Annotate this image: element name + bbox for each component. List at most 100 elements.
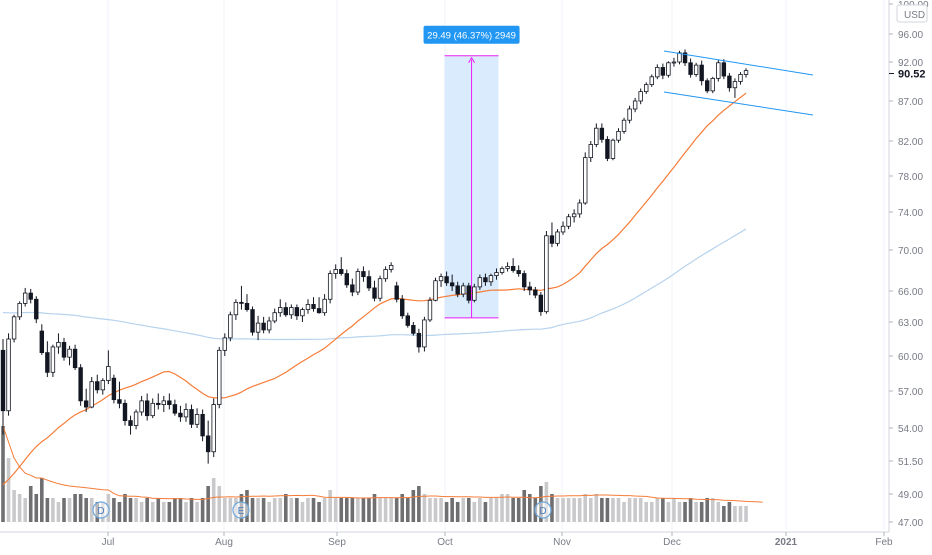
candle-body xyxy=(156,402,161,405)
candle-body xyxy=(355,271,361,293)
volume-bars xyxy=(1,426,748,522)
volume-bar xyxy=(356,498,360,522)
volume-bar xyxy=(478,498,482,522)
candle-body xyxy=(244,302,250,310)
candle-body xyxy=(472,286,477,301)
candle-body xyxy=(78,367,83,402)
volume-bar xyxy=(494,498,499,522)
volume-bar xyxy=(62,498,66,522)
price-candles xyxy=(0,49,749,464)
candle-body xyxy=(139,400,144,413)
candle-body xyxy=(366,276,372,289)
volume-bar xyxy=(189,498,194,522)
volume-bar xyxy=(1,426,5,522)
volume-bar xyxy=(278,498,283,522)
volume-bar xyxy=(350,498,355,522)
candle-body xyxy=(394,285,399,300)
candle-body xyxy=(100,380,106,391)
price-tick-label: 96.00 xyxy=(898,30,923,41)
candle-body xyxy=(499,268,505,273)
candle-body xyxy=(228,314,233,339)
volume-bar xyxy=(112,498,116,522)
volume-bar xyxy=(672,498,676,522)
volume-bar xyxy=(605,498,610,522)
volume-bar xyxy=(588,498,593,522)
candle-body xyxy=(233,301,239,316)
volume-bar xyxy=(261,498,266,522)
volume-bar xyxy=(522,490,527,522)
volume-bar xyxy=(283,494,288,522)
volume-bar xyxy=(123,494,127,522)
volume-bar xyxy=(6,458,11,522)
event-marker-icon[interactable] xyxy=(534,501,552,519)
price-tick-label: 51.50 xyxy=(898,457,923,468)
candle-body xyxy=(727,75,732,89)
last-price-label: 90.52 xyxy=(898,69,926,81)
candle-body xyxy=(300,309,305,317)
trend-channel[interactable] xyxy=(663,50,814,116)
volume-bar xyxy=(600,498,604,522)
candle-body xyxy=(583,157,588,204)
event-marker-icon[interactable] xyxy=(92,501,110,519)
candle-body xyxy=(316,308,322,314)
candle-body xyxy=(272,312,277,322)
volume-bar xyxy=(34,494,39,522)
volume-bar xyxy=(572,498,576,522)
candle-body xyxy=(438,276,444,282)
volume-bar xyxy=(633,498,637,522)
price-tick-label: 60.00 xyxy=(898,352,923,363)
candle-body xyxy=(494,272,499,277)
candle-body xyxy=(50,346,56,373)
price-axis[interactable]: 100.0096.0092.0087.0082.0078.0074.0070.0… xyxy=(888,0,929,532)
candle-body xyxy=(571,213,577,218)
candle-body xyxy=(666,62,671,76)
volume-bar xyxy=(638,498,643,522)
volume-bar xyxy=(400,494,405,522)
ma-short-line xyxy=(2,92,747,486)
candle-body xyxy=(743,70,749,75)
candle-body xyxy=(466,285,471,301)
volume-bar xyxy=(616,498,621,522)
channel-lower-line[interactable] xyxy=(663,91,814,116)
candle-body xyxy=(161,400,167,405)
volume-bar xyxy=(550,494,554,522)
candle-body xyxy=(483,277,488,283)
volume-bar xyxy=(89,498,94,522)
volume-bar xyxy=(300,502,305,522)
candle-body xyxy=(122,402,128,422)
event-marker-label: E xyxy=(238,506,245,517)
volume-bar xyxy=(317,502,321,522)
candle-body xyxy=(577,202,582,215)
candle-body xyxy=(510,265,516,271)
volume-bar xyxy=(489,498,493,522)
candle-body xyxy=(211,404,216,453)
volume-bar xyxy=(661,498,665,522)
channel-upper-line[interactable] xyxy=(663,50,814,76)
volume-bar xyxy=(439,498,443,522)
measure-label-box xyxy=(423,25,520,44)
candle-body xyxy=(194,414,200,425)
volume-bar xyxy=(156,498,161,522)
candle-body xyxy=(671,61,677,64)
volume-bar xyxy=(167,502,172,522)
volume-bar xyxy=(361,498,366,522)
candle-body xyxy=(627,108,632,121)
candle-body xyxy=(705,80,710,92)
event-marker-icon[interactable] xyxy=(232,501,250,519)
currency-badge[interactable] xyxy=(896,4,928,23)
volume-bar xyxy=(173,498,177,522)
price-range-measure[interactable]: 29.49 (46.37%) 2949 xyxy=(423,25,520,319)
time-tick-label: Aug xyxy=(215,537,233,548)
volume-bar xyxy=(594,494,599,522)
volume-bar xyxy=(444,502,449,522)
price-tick-label: 70.00 xyxy=(898,246,923,257)
candle-body xyxy=(255,322,261,333)
candle-body xyxy=(200,414,205,437)
price-tick-label: 74.00 xyxy=(898,208,923,219)
time-axis[interactable]: Jul Aug Sep Oct Nov Dec 2021 Feb xyxy=(0,531,893,548)
time-tick-label: Sep xyxy=(328,537,346,548)
volume-bar xyxy=(372,494,377,522)
